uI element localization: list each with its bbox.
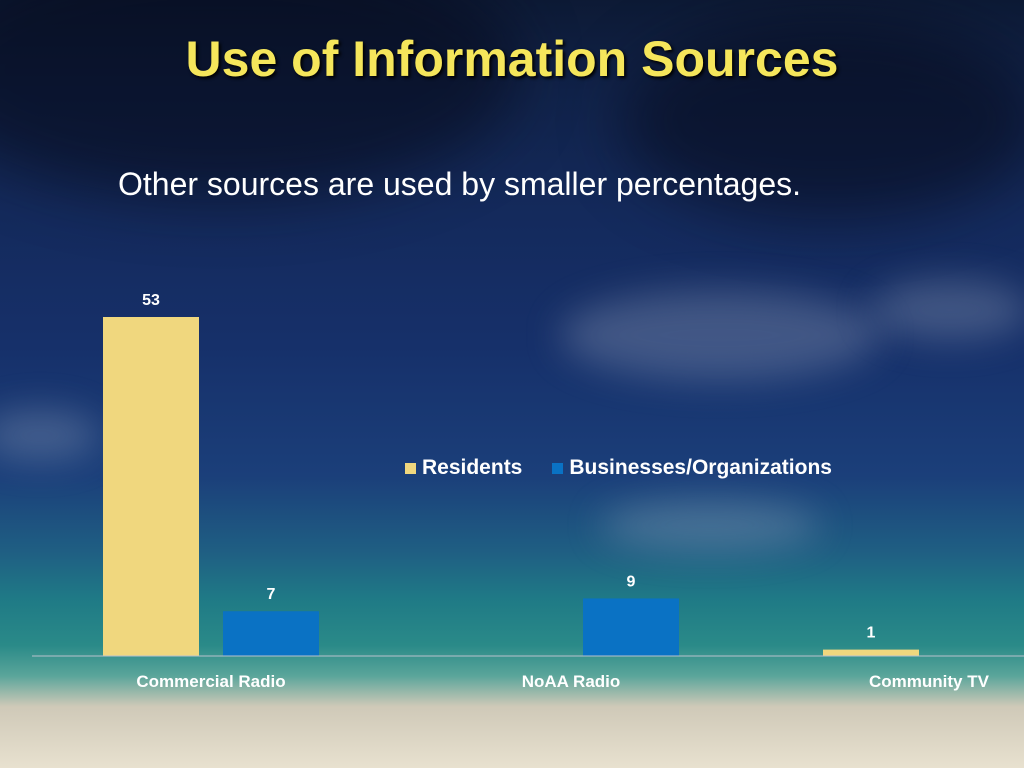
slide-title: Use of Information Sources bbox=[185, 31, 839, 87]
category-label-0: Commercial Radio bbox=[136, 672, 285, 691]
value-label-residents-0: 53 bbox=[142, 292, 160, 309]
value-label-residents-2: 1 bbox=[867, 625, 876, 642]
slide-subtitle: Other sources are used by smaller percen… bbox=[118, 166, 801, 202]
bar-residents-0 bbox=[103, 317, 199, 656]
legend-item-businesses: Businesses/Organizations bbox=[552, 456, 832, 480]
bar-businesses-1 bbox=[583, 598, 679, 656]
chart-value-labels: 53 7 9 1 bbox=[142, 292, 875, 642]
chart-bars bbox=[103, 317, 919, 656]
legend-label-residents: Residents bbox=[422, 456, 523, 479]
value-label-businesses-0: 7 bbox=[267, 586, 276, 603]
chart-legend: Residents Businesses/Organizations bbox=[405, 456, 832, 480]
chart-category-labels: Commercial Radio NoAA Radio Community TV bbox=[136, 672, 989, 691]
value-label-businesses-1: 9 bbox=[627, 573, 636, 590]
bar-residents-2 bbox=[823, 649, 919, 656]
legend-label-businesses: Businesses/Organizations bbox=[569, 456, 832, 479]
category-label-1: NoAA Radio bbox=[522, 672, 621, 691]
legend-swatch-residents bbox=[405, 462, 416, 474]
category-label-2: Community TV bbox=[869, 672, 990, 691]
bar-businesses-0 bbox=[223, 611, 319, 656]
legend-swatch-businesses bbox=[552, 462, 564, 474]
legend-item-residents: Residents bbox=[405, 456, 522, 480]
